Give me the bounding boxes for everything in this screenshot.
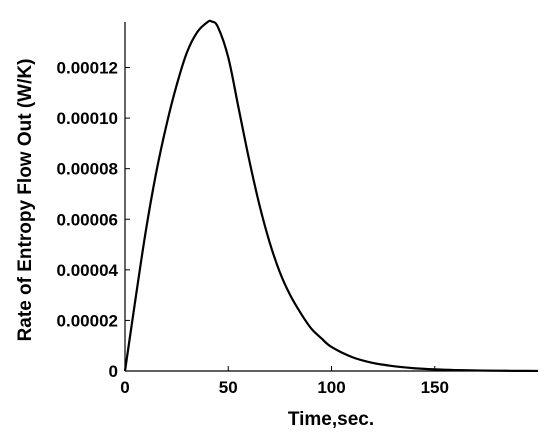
series-line <box>123 19 539 373</box>
ticks: 0 50 100 150 0 0.00002 0.00004 0.00006 0.00008 0.… <box>57 59 449 397</box>
plot-area <box>123 19 539 373</box>
y-tick-label: 0.00010 <box>57 109 118 128</box>
y-tick-label: 0.00006 <box>57 210 118 229</box>
x-tick-label: 50 <box>219 378 238 397</box>
y-tick-label: 0 <box>109 362 118 381</box>
x-tick-label: 0 <box>120 378 129 397</box>
y-tick-label: 0.00008 <box>57 160 118 179</box>
x-axis-label: Time,sec. <box>288 409 374 430</box>
axes <box>124 22 538 372</box>
x-tick-label: 100 <box>317 378 345 397</box>
y-tick-label: 0.00002 <box>57 311 118 330</box>
y-tick-label: 0.00004 <box>57 261 119 280</box>
y-tick-label: 0.00012 <box>57 59 118 78</box>
y-axis-label: Rate of Entropy Flow Out (W/K) <box>15 59 36 342</box>
x-tick-label: 150 <box>421 378 449 397</box>
